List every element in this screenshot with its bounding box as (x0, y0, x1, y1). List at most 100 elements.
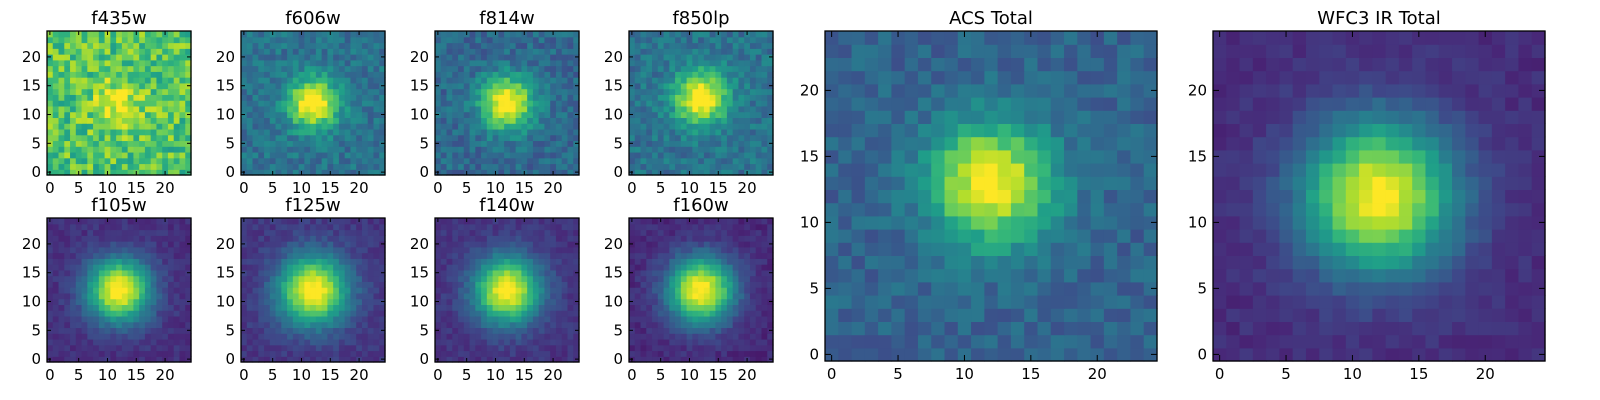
heatmap-cell (144, 111, 152, 118)
heatmap-cell (110, 157, 117, 165)
heatmap-cell (629, 117, 636, 124)
heatmap-cell (458, 140, 465, 147)
heatmap-cell (715, 94, 722, 101)
heatmap-cell (150, 218, 158, 225)
heatmap-cell (264, 42, 271, 49)
heatmap-cell (692, 111, 699, 118)
heatmap-cell (509, 269, 517, 277)
heatmap-cell (538, 94, 546, 101)
heatmap-cell (761, 117, 768, 124)
x-tick-label: 5 (462, 366, 472, 384)
heatmap-cell (567, 241, 574, 248)
heatmap-cell (47, 94, 54, 101)
heatmap-cell (634, 105, 642, 113)
heatmap-cell (150, 321, 158, 329)
heatmap-cell (544, 229, 551, 236)
heatmap-cell (732, 333, 740, 340)
heatmap-cell (304, 88, 311, 95)
heatmap-cell (133, 287, 140, 294)
heatmap-cell (692, 36, 699, 44)
heatmap-cell (81, 252, 88, 259)
heatmap-cell (162, 100, 169, 107)
heatmap-cell (504, 344, 511, 352)
heatmap-cell (367, 59, 375, 67)
heatmap-cell (98, 48, 106, 55)
heatmap-cell (657, 327, 665, 334)
heatmap-cell (70, 151, 77, 159)
heatmap-cell (486, 344, 494, 352)
heatmap-cell (52, 59, 60, 67)
heatmap-cell (561, 269, 569, 277)
heatmap-cell (709, 94, 716, 101)
heatmap-cell (698, 94, 705, 101)
heatmap-cell (75, 298, 83, 305)
heatmap-cell (116, 315, 123, 323)
heatmap-cell (527, 327, 534, 334)
heatmap-cell (373, 71, 380, 78)
heatmap-cell (110, 117, 117, 124)
heatmap-cell (241, 48, 248, 55)
heatmap-cell (629, 128, 636, 136)
heatmap-cell (509, 31, 517, 38)
heatmap-cell (567, 333, 574, 340)
heatmap-cell (492, 94, 499, 101)
heatmap-cell (133, 321, 140, 329)
heatmap-cell (185, 338, 192, 346)
y-tick-label: 5 (225, 134, 235, 152)
heatmap-cell (498, 350, 505, 357)
heatmap-cell (657, 281, 665, 288)
heatmap-cell (121, 275, 129, 282)
heatmap-cell (435, 65, 442, 72)
heatmap-cell (150, 105, 158, 113)
heatmap-cell (721, 134, 728, 142)
heatmap-cell (356, 65, 363, 72)
heatmap-cell (573, 100, 580, 107)
heatmap-cell (252, 218, 259, 225)
heatmap-cell (698, 59, 705, 67)
heatmap-cell (703, 163, 711, 170)
heatmap-cell (379, 71, 386, 78)
heatmap-cell (481, 333, 488, 340)
heatmap-cell (715, 315, 722, 323)
heatmap-cell (167, 82, 175, 90)
heatmap-cell (304, 350, 311, 357)
heatmap-cell (75, 258, 83, 265)
heatmap-cell (287, 59, 294, 67)
heatmap-cell (344, 36, 352, 44)
heatmap-cell (715, 140, 722, 147)
heatmap-cell (241, 146, 248, 153)
heatmap-cell (281, 315, 288, 323)
heatmap-cell (640, 82, 647, 90)
heatmap-cell (315, 298, 323, 305)
heatmap-cell (52, 246, 60, 254)
heatmap-cell (269, 140, 277, 147)
heatmap-cell (185, 321, 192, 329)
heatmap-cell (504, 321, 511, 329)
heatmap-cell (486, 54, 494, 61)
heatmap-cell (127, 315, 134, 323)
heatmap-cell (709, 151, 716, 159)
heatmap-cell (179, 292, 186, 300)
heatmap-cell (567, 218, 574, 225)
heatmap-cell (567, 269, 574, 277)
heatmap-cell (475, 163, 482, 170)
heatmap-cell (732, 287, 740, 294)
heatmap-cell (435, 246, 442, 254)
heatmap-cell (703, 321, 711, 329)
heatmap-cell (469, 315, 476, 323)
heatmap-cell (669, 134, 676, 142)
heatmap-cell (356, 146, 363, 153)
heatmap-cell (686, 304, 693, 311)
heatmap-cell (58, 246, 65, 254)
heatmap-cell (669, 117, 676, 124)
heatmap-cell (298, 128, 305, 136)
heatmap-cell (567, 356, 574, 363)
heatmap-cell (133, 163, 140, 170)
heatmap-cell (298, 258, 305, 265)
heatmap-cell (344, 258, 352, 265)
heatmap-cell (532, 59, 540, 67)
heatmap-cell (709, 36, 716, 44)
heatmap-cell (333, 169, 340, 176)
heatmap-cell (156, 169, 163, 176)
heatmap-cell (110, 344, 117, 352)
